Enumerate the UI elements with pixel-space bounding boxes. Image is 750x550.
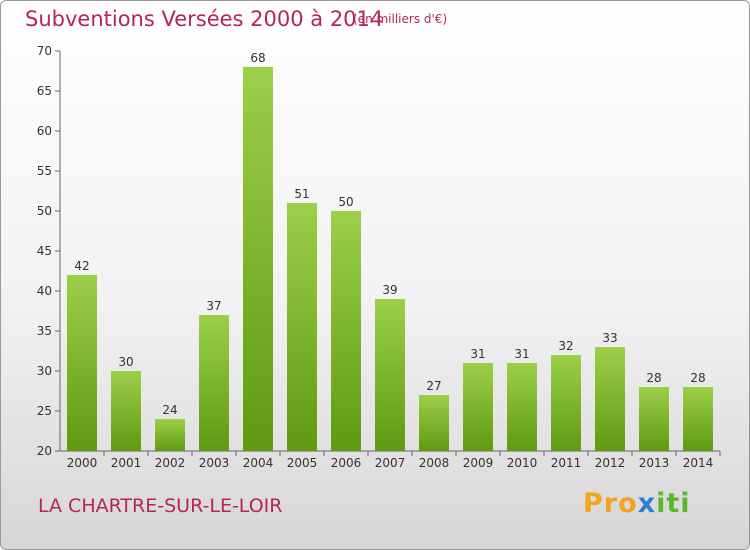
y-tick-label: 25 [37, 404, 52, 418]
y-tick-label: 35 [37, 324, 52, 338]
value-labels: 42 30 24 37 68 51 50 39 27 31 31 32 33 28 28 [74, 51, 705, 417]
chart-subtitle: (en milliers d'€) [353, 12, 448, 26]
y-tick-label: 55 [37, 164, 52, 178]
chart-title: Subventions Versées 2000 à 2014 [25, 7, 384, 31]
bars [67, 67, 713, 451]
bar [67, 275, 97, 451]
x-tick-label: 2014 [683, 456, 714, 470]
proxiti-logo: Proxiti [583, 488, 691, 519]
x-tick-label: 2004 [243, 456, 274, 470]
x-tick-label: 2007 [375, 456, 406, 470]
axes: 20 25 30 35 40 45 50 55 60 65 70 2000 2001 2002 2003 20… [37, 44, 721, 470]
logo-letter: x [637, 488, 657, 519]
data-label: 30 [118, 355, 133, 369]
x-tick-label: 2003 [199, 456, 230, 470]
bar [331, 211, 361, 451]
data-label: 32 [558, 339, 573, 353]
x-tick-label: 2011 [551, 456, 582, 470]
x-tick-label: 2006 [331, 456, 362, 470]
logo-letter: o [618, 488, 638, 519]
y-tick-label: 65 [37, 84, 52, 98]
y-tick-label: 40 [37, 284, 52, 298]
data-label: 42 [74, 259, 89, 273]
bar [199, 315, 229, 451]
y-tick-label: 70 [37, 44, 52, 58]
logo-letter: t [666, 488, 681, 519]
data-label: 33 [602, 331, 617, 345]
x-tick-label: 2002 [155, 456, 186, 470]
data-label: 68 [250, 51, 265, 65]
logo-letter: r [603, 488, 619, 519]
bar [419, 395, 449, 451]
logo-letter: i [680, 488, 691, 519]
data-label: 28 [646, 371, 661, 385]
bar [287, 203, 317, 451]
data-label: 50 [338, 195, 353, 209]
y-tick-label: 60 [37, 124, 52, 138]
x-tick-label: 2000 [67, 456, 98, 470]
y-tick-label: 20 [37, 444, 52, 458]
bar [375, 299, 405, 451]
bar [683, 387, 713, 451]
data-label: 39 [382, 283, 397, 297]
bar [507, 363, 537, 451]
x-tick-label: 2005 [287, 456, 318, 470]
data-label: 51 [294, 187, 309, 201]
bar [463, 363, 493, 451]
town-name: LA CHARTRE-SUR-LE-LOIR [38, 495, 283, 517]
logo-letter: P [583, 488, 604, 519]
x-tick-label: 2012 [595, 456, 626, 470]
y-tick-label: 50 [37, 204, 52, 218]
logo-letter: i [656, 488, 667, 519]
y-tick-label: 45 [37, 244, 52, 258]
data-label: 27 [426, 379, 441, 393]
x-tick-label: 2009 [463, 456, 494, 470]
bar [243, 67, 273, 451]
data-label: 24 [162, 403, 177, 417]
data-label: 31 [514, 347, 529, 361]
x-tick-label: 2013 [639, 456, 670, 470]
data-label: 31 [470, 347, 485, 361]
bar [595, 347, 625, 451]
bar [639, 387, 669, 451]
data-label: 28 [690, 371, 705, 385]
bar [155, 419, 185, 451]
x-tick-label: 2010 [507, 456, 538, 470]
data-label: 37 [206, 299, 221, 313]
y-tick-label: 30 [37, 364, 52, 378]
bar [551, 355, 581, 451]
x-tick-label: 2008 [419, 456, 450, 470]
x-tick-label: 2001 [111, 456, 142, 470]
bar [111, 371, 141, 451]
